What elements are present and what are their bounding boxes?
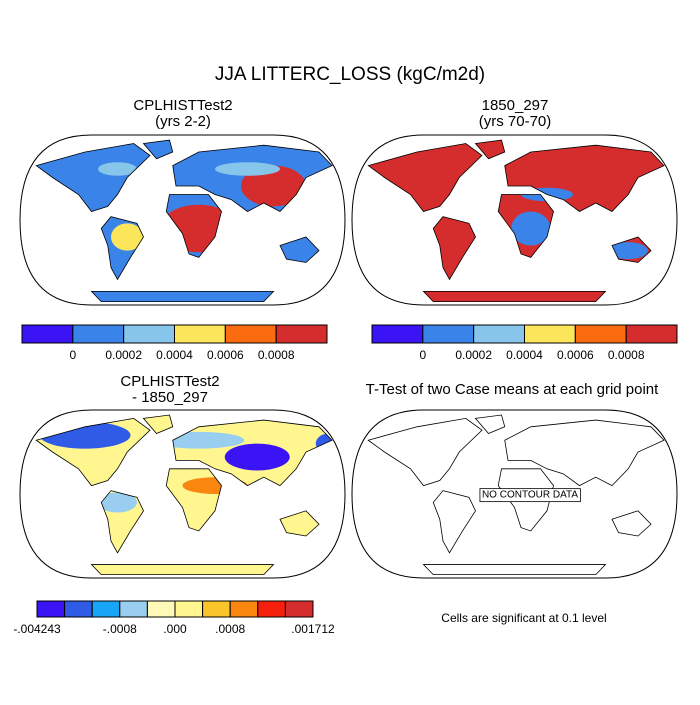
- coastline: [35, 139, 333, 302]
- coastline: [367, 139, 665, 302]
- colorbar-box: [21, 324, 74, 344]
- colorbar-box: [174, 324, 226, 344]
- colorbar-box: [574, 324, 627, 344]
- colorbar-label: .0008: [215, 622, 245, 636]
- colorbar-label: 0.0006: [207, 348, 244, 362]
- colorbar-label: 0.0002: [455, 348, 492, 362]
- colorbar-box: [224, 324, 277, 344]
- colorbar-label: .000: [163, 622, 187, 636]
- panel-subtitle: - 1850_297: [132, 389, 208, 406]
- colorbar-label: 0: [69, 348, 76, 362]
- footnote: Cells are significant at 0.1 level: [441, 611, 606, 625]
- colorbar-label: .001712: [291, 622, 335, 636]
- panel-title: CPLHISTTest2: [120, 373, 219, 390]
- colorbar-box: [146, 600, 176, 618]
- colorbar-box: [473, 324, 525, 344]
- colorbar-label: -.0008: [103, 622, 137, 636]
- colorbar-box: [119, 600, 148, 618]
- colorbar-box: [422, 324, 475, 344]
- colorbar-box: [123, 324, 175, 344]
- colorbar-box: [64, 600, 93, 618]
- colorbar-box: [36, 600, 66, 618]
- colorbar-box: [72, 324, 125, 344]
- colorbar-box: [202, 600, 231, 618]
- panel-subtitle: (yrs 2-2): [155, 113, 211, 130]
- figure-title: JJA LITTERC_LOSS (kgC/m2d): [215, 64, 485, 85]
- coastline: [367, 414, 665, 576]
- panel-title: CPLHISTTest2: [133, 97, 232, 114]
- colorbar-box: [229, 600, 259, 618]
- colorbar-label: 0.0008: [258, 348, 295, 362]
- annotation-box: [479, 488, 581, 503]
- panel-title: T-Test of two Case means at each grid po…: [366, 381, 659, 398]
- colorbar-label: 0.0002: [105, 348, 142, 362]
- annotation: NO CONTOUR DATA: [482, 490, 578, 501]
- colorbar-label: 0.0006: [557, 348, 594, 362]
- colorbar-box: [174, 600, 204, 618]
- colorbar-box: [257, 600, 286, 618]
- colorbar-box: [371, 324, 424, 344]
- colorbar-box: [91, 600, 121, 618]
- panel-subtitle: (yrs 70-70): [479, 113, 552, 130]
- colorbar-box: [284, 600, 314, 618]
- panel-title: 1850_297: [482, 97, 549, 114]
- colorbar-label: -.004243: [13, 622, 61, 636]
- colorbar-label: 0.0004: [506, 348, 543, 362]
- colorbar-box: [524, 324, 576, 344]
- coastline: [35, 414, 333, 576]
- colorbar-label: 0.0004: [156, 348, 193, 362]
- colorbar-label: 0: [419, 348, 426, 362]
- colorbar-box: [625, 324, 678, 344]
- colorbar-label: 0.0008: [608, 348, 645, 362]
- colorbar-box: [275, 324, 328, 344]
